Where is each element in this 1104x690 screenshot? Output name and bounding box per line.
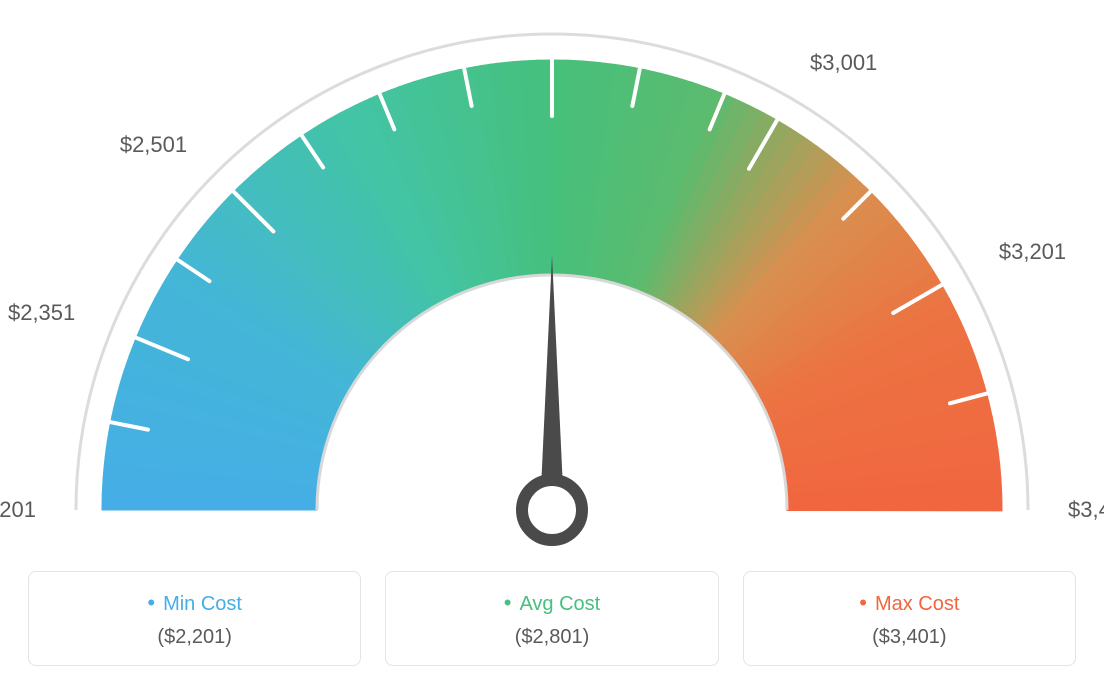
gauge-tick-label: $3,401 <box>1068 497 1104 523</box>
gauge-tick-label: $2,201 <box>0 497 36 523</box>
legend-value-min: ($2,201) <box>29 626 360 649</box>
legend-title-avg: Avg Cost <box>386 590 717 616</box>
legend-value-max: ($3,401) <box>744 626 1075 649</box>
legend-card-min: Min Cost ($2,201) <box>28 571 361 666</box>
gauge-tick-label: $2,501 <box>120 132 187 158</box>
legend-row: Min Cost ($2,201) Avg Cost ($2,801) Max … <box>28 571 1076 666</box>
gauge-chart: $2,201$2,351$2,501$2,801$3,001$3,201$3,4… <box>0 0 1104 560</box>
cost-gauge-widget: $2,201$2,351$2,501$2,801$3,001$3,201$3,4… <box>0 0 1104 690</box>
legend-value-avg: ($2,801) <box>386 626 717 649</box>
legend-card-avg: Avg Cost ($2,801) <box>385 571 718 666</box>
gauge-svg <box>0 0 1104 560</box>
gauge-tick-label: $3,201 <box>999 239 1066 265</box>
legend-card-max: Max Cost ($3,401) <box>743 571 1076 666</box>
legend-title-max: Max Cost <box>744 590 1075 616</box>
gauge-tick-label: $3,001 <box>810 50 877 76</box>
gauge-tick-label: $2,351 <box>8 300 75 326</box>
legend-title-min: Min Cost <box>29 590 360 616</box>
